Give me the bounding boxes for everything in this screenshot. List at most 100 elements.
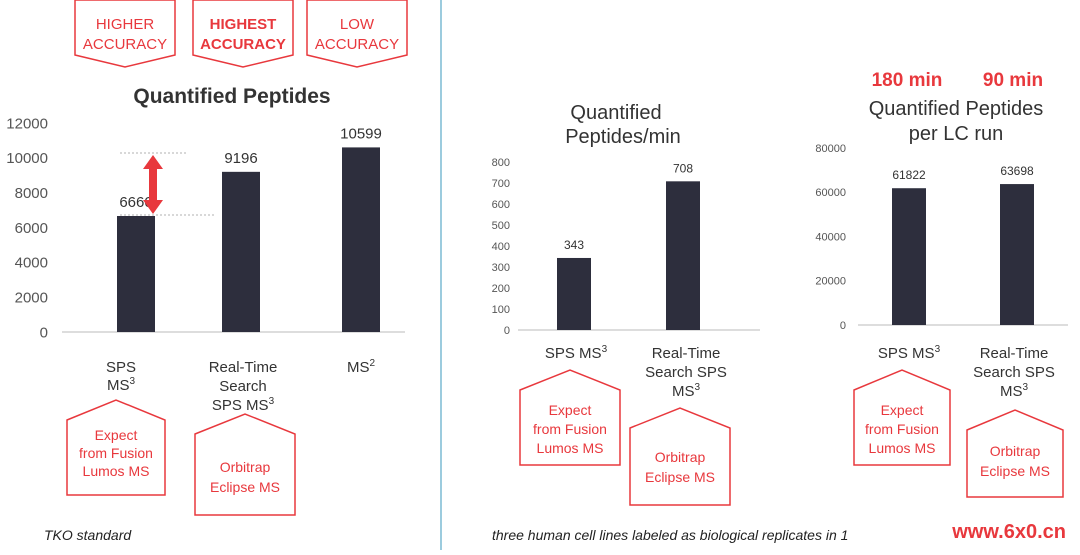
- chart1-bar-value-label: 9196: [224, 150, 257, 167]
- chart3-bar: [892, 188, 926, 325]
- footnote-right: three human cell lines labeled as biolog…: [492, 527, 848, 543]
- chart2-title-line2: Peptides/min: [565, 126, 681, 148]
- chart1-badge-fusion-line2: from Fusion: [79, 445, 153, 461]
- chart2-title-line1: Quantified: [570, 102, 661, 124]
- badge-highest-shape: [192, 0, 294, 68]
- chart1-ytick-label: 4000: [15, 255, 48, 272]
- badge-low-shape: [306, 0, 408, 68]
- run-time-90: 90 min: [983, 70, 1043, 91]
- chart3-badge-eclipse-line2: Eclipse MS: [980, 463, 1050, 479]
- chart2-badge-fusion-line1: Expect: [549, 402, 592, 418]
- chart2-badge-fusion-shape: [519, 369, 621, 466]
- chart1-badge-eclipse-line1: Orbitrap: [220, 459, 271, 475]
- top-badges: HIGHER ACCURACY HIGHEST ACCURACY LOW ACC…: [74, 0, 408, 68]
- chart3-badge-fusion-line2: from Fusion: [865, 421, 939, 437]
- chart2-ytick-label: 700: [492, 178, 510, 190]
- badge-low-line1: LOW: [340, 16, 375, 33]
- chart2-cat-sps: SPS MS3: [545, 344, 608, 362]
- chart2-ytick-label: 0: [504, 325, 510, 337]
- chart2-badge-eclipse-line2: Eclipse MS: [645, 469, 715, 485]
- chart2-ytick-label: 300: [492, 262, 510, 274]
- chart3-ytick-label: 60000: [815, 187, 846, 199]
- chart3-ytick-label: 40000: [815, 231, 846, 243]
- chart1-bar: [222, 171, 260, 332]
- chart3-bar: [1000, 184, 1034, 325]
- chart3-title-line2: per LC run: [909, 123, 1004, 145]
- chart1-ytick-label: 2000: [15, 289, 48, 306]
- chart2-cat-rts-line2: Search SPS: [645, 364, 727, 381]
- chart3-y-axis: 0 20000 40000 60000 80000: [815, 143, 846, 332]
- chart3-title-line1: Quantified Peptides: [869, 98, 1044, 120]
- chart1-badge-fusion-line1: Expect: [95, 427, 138, 443]
- chart3-badge-eclipse-line1: Orbitrap: [990, 443, 1041, 459]
- chart2-ytick-label: 500: [492, 220, 510, 232]
- chart1-cat-rts-line1: Real-Time: [209, 359, 278, 376]
- watermark: www.6x0.cn: [951, 521, 1066, 543]
- chart1-ytick-label: 0: [40, 324, 48, 341]
- chart2-badge-fusion-line3: Lumos MS: [537, 440, 604, 456]
- chart1-ytick-label: 6000: [15, 220, 48, 237]
- chart1-ytick-label: 10000: [6, 150, 48, 167]
- chart1-ytick-label: 8000: [15, 185, 48, 202]
- chart1-title: Quantified Peptides: [133, 85, 330, 108]
- chart2-bar: [557, 257, 591, 330]
- chart3-cat-sps: SPS MS3: [878, 344, 941, 362]
- chart3-bars: 61822 63698: [892, 164, 1034, 325]
- chart3-ytick-label: 0: [840, 320, 846, 332]
- chart1-cat-sps-line2: MS3: [107, 376, 136, 394]
- chart2-badge-eclipse-shape: [629, 407, 731, 506]
- chart1-ytick-label: 12000: [6, 115, 48, 132]
- chart2-ytick-label: 200: [492, 283, 510, 295]
- chart1-badge-eclipse-line2: Eclipse MS: [210, 479, 280, 495]
- chart-peptides-per-min: Quantified Peptides/min 0 100 200 300 400 500…: [492, 102, 760, 506]
- badge-highest-line2: ACCURACY: [200, 36, 286, 53]
- chart2-bar: [666, 181, 700, 330]
- chart2-ytick-label: 800: [492, 157, 510, 169]
- badge-higher-line1: HIGHER: [96, 16, 155, 33]
- chart3-badge-fusion-line3: Lumos MS: [869, 440, 936, 456]
- chart3-badge-fusion-shape: [853, 369, 951, 466]
- chart2-badge-eclipse-line1: Orbitrap: [655, 449, 706, 465]
- chart1-y-axis: 0 2000 4000 6000 8000 10000 12000: [6, 115, 48, 341]
- chart1-bar: [117, 216, 155, 332]
- chart2-cat-rts-line3: MS3: [672, 382, 701, 400]
- accuracy-difference-arrow: [120, 152, 214, 216]
- run-time-180: 180 min: [872, 70, 943, 91]
- chart2-badge-fusion-line2: from Fusion: [533, 421, 607, 437]
- chart3-badge-eclipse-shape: [966, 409, 1064, 498]
- chart2-ytick-label: 600: [492, 199, 510, 211]
- chart1-bar: [342, 147, 380, 332]
- chart2-cat-rts-line1: Real-Time: [652, 345, 721, 362]
- badge-low-line2: ACCURACY: [315, 36, 399, 53]
- chart2-ytick-label: 400: [492, 241, 510, 253]
- badge-higher-shape: [74, 0, 176, 68]
- chart1-cat-rts-line2: Search: [219, 378, 267, 395]
- chart2-ytick-label: 100: [492, 304, 510, 316]
- badge-highest-line1: HIGHEST: [210, 16, 277, 33]
- chart1-badge-eclipse-shape: [194, 413, 296, 516]
- chart3-badge-fusion-line1: Expect: [881, 402, 924, 418]
- chart1-cat-rts-line3: SPS MS3: [212, 396, 275, 414]
- chart3-cat-rts-line1: Real-Time: [980, 345, 1049, 362]
- footnote-left: TKO standard: [44, 527, 132, 543]
- chart2-bars: 343 708: [557, 161, 700, 330]
- chart3-bar-value-label: 63698: [1000, 164, 1034, 178]
- chart1-cat-ms2: MS2: [347, 358, 376, 376]
- badge-higher-line2: ACCURACY: [83, 36, 167, 53]
- chart2-bar-value-label: 708: [673, 161, 693, 175]
- chart1-badge-fusion-shape: [66, 399, 166, 496]
- chart1-bars: 6660 9196 10599: [117, 125, 382, 332]
- chart3-bar-value-label: 61822: [892, 168, 926, 182]
- chart-quantified-peptides: Quantified Peptides 0 2000 4000 6000 8000 100…: [6, 85, 405, 516]
- chart3-ytick-label: 80000: [815, 143, 846, 155]
- chart3-ytick-label: 20000: [815, 276, 846, 288]
- chart2-y-axis: 0 100 200 300 400 500 600 700 800: [492, 157, 510, 337]
- chart3-cat-rts-line2: Search SPS: [973, 364, 1055, 381]
- chart2-bar-value-label: 343: [564, 238, 584, 252]
- chart1-badge-fusion-line3: Lumos MS: [83, 463, 150, 479]
- chart3-cat-rts-line3: MS3: [1000, 382, 1029, 400]
- chart1-bar-value-label: 6660: [119, 194, 152, 211]
- chart-peptides-per-lc-run: 180 min 90 min Quantified Peptides per L…: [815, 70, 1068, 498]
- chart1-cat-sps-line1: SPS: [106, 359, 136, 376]
